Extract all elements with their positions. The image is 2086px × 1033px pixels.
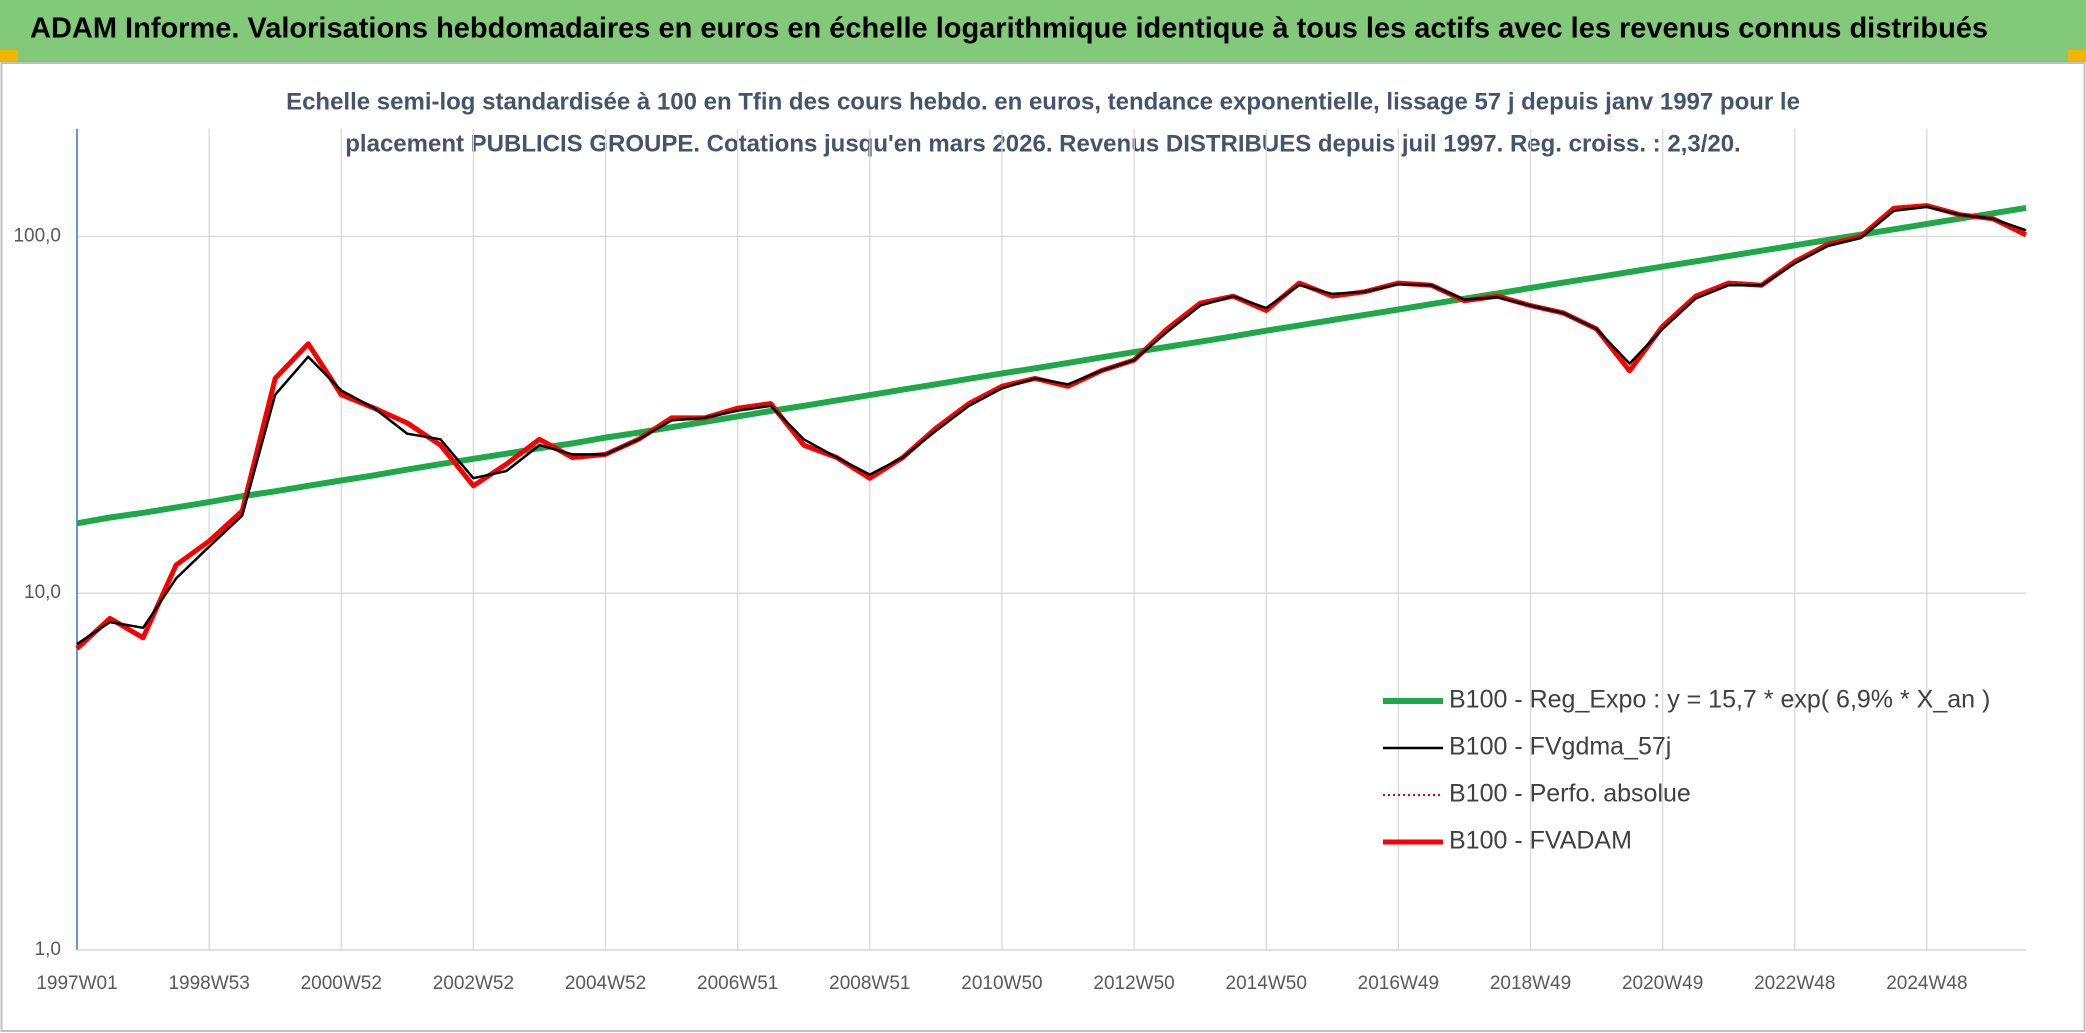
legend-label: B100 - Reg_Expo : y = 15,7 * exp( 6,9% *… [1449, 686, 1990, 714]
chart-frame [0, 62, 2086, 1032]
series-line [76, 204, 2027, 527]
corner [2068, 50, 2086, 62]
x-tick-label: 2018W49 [1490, 973, 1571, 994]
legend-label: B100 - FVADAM [1449, 827, 1632, 855]
chart-title: placement PUBLICIS GROUPE. Cotations jus… [345, 130, 1740, 157]
plot-area: 1997W01 1998W53 2000W52 2002W52 2004W52 2006W… [13, 129, 2028, 994]
x-tick-label: 2022W48 [1754, 973, 1835, 994]
series-line [76, 205, 2027, 646]
x-tick-label: 2000W52 [301, 973, 382, 994]
legend-label: B100 - Perfo. absolue [1449, 780, 1691, 808]
page-title: ADAM Informe. Valorisations hebdomadaire… [30, 13, 1988, 45]
x-tick-label: 2024W48 [1886, 973, 1967, 994]
x-tick-label: 2012W50 [1093, 973, 1174, 994]
x-tick-label: 1997W01 [36, 973, 117, 994]
y-tick-label: 1,0 [35, 939, 61, 960]
x-tick-label: 2010W50 [961, 973, 1042, 994]
y-tick-label: 100,0 [13, 225, 61, 246]
x-tick-label: 2004W52 [565, 973, 646, 994]
legend-label: B100 - FVgdma_57j [1449, 733, 1671, 761]
corner [0, 50, 18, 62]
x-tick-label: 2008W51 [829, 973, 910, 994]
chart-title: Echelle semi-log standardisée à 100 en T… [286, 88, 1800, 115]
x-tick-label: 2016W49 [1358, 973, 1439, 994]
y-tick-label: 10,0 [24, 582, 61, 603]
header-bar [0, 0, 2086, 62]
x-tick-label: 2014W50 [1226, 973, 1307, 994]
x-tick-label: 2002W52 [433, 973, 514, 994]
x-tick-label: 1998W53 [168, 973, 249, 994]
x-tick-label: 2020W49 [1622, 973, 1703, 994]
x-tick-label: 2006W51 [697, 973, 778, 994]
